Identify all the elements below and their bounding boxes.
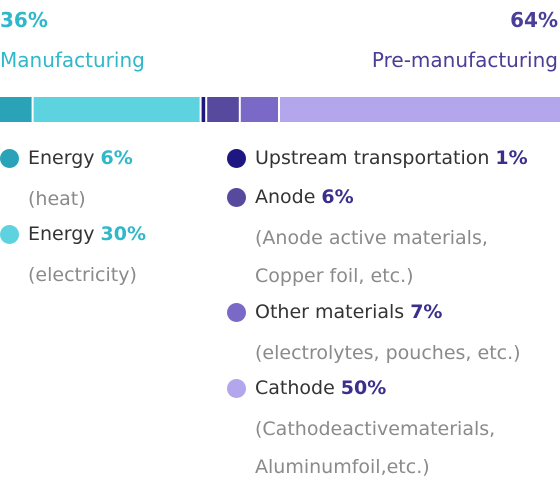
legend-description: (electricity) — [28, 256, 137, 294]
legend-name: Other materials 7% — [255, 299, 442, 326]
legend-description: (Anode active materials, — [255, 219, 488, 257]
bar-segment-5 — [241, 97, 278, 122]
bar-segment-4 — [207, 97, 239, 122]
manufacturing-label: Manufacturing — [0, 48, 145, 72]
legend-name: Energy 30% — [28, 221, 146, 248]
bar-segment-3 — [202, 97, 206, 122]
legend-dot-icon — [227, 379, 246, 398]
legend-percent: 50% — [341, 377, 386, 399]
legend-dot-icon — [227, 303, 246, 322]
legend-description: (heat) — [28, 180, 86, 218]
pre-manufacturing-percent: 64% — [510, 8, 558, 32]
legend-percent: 7% — [410, 301, 442, 323]
manufacturing-percent: 36% — [0, 8, 48, 32]
legend-dot-icon — [0, 149, 19, 168]
legend-name-text: Energy — [28, 147, 95, 169]
legend-description: (Cathodeactivematerials, — [255, 410, 495, 448]
legend-name-text: Anode — [255, 186, 315, 208]
bar-segment-1 — [0, 97, 32, 122]
bar-segment-6 — [280, 97, 560, 122]
legend-name: Upstream transportation 1% — [255, 145, 528, 172]
legend-percent: 6% — [321, 186, 353, 208]
legend-name-text: Energy — [28, 223, 95, 245]
legend-description: Copper foil, etc.) — [255, 257, 414, 295]
legend-dot-icon — [0, 225, 19, 244]
legend-name: Energy 6% — [28, 145, 133, 172]
legend-name-text: Cathode — [255, 377, 335, 399]
legend-description: (electrolytes, pouches, etc.) — [255, 334, 521, 372]
bar-segment-2 — [34, 97, 200, 122]
legend-name: Cathode 50% — [255, 375, 386, 402]
legend-name: Anode 6% — [255, 184, 354, 211]
pre-manufacturing-label: Pre-manufacturing — [372, 48, 558, 72]
legend-percent: 30% — [101, 223, 146, 245]
legend-name-text: Upstream transportation — [255, 147, 489, 169]
legend-name-text: Other materials — [255, 301, 404, 323]
legend-percent: 1% — [495, 147, 527, 169]
legend-dot-icon — [227, 149, 246, 168]
legend-description: Aluminumfoil,etc.) — [255, 448, 430, 486]
legend-dot-icon — [227, 188, 246, 207]
legend-percent: 6% — [101, 147, 133, 169]
stacked-bar — [0, 97, 560, 122]
